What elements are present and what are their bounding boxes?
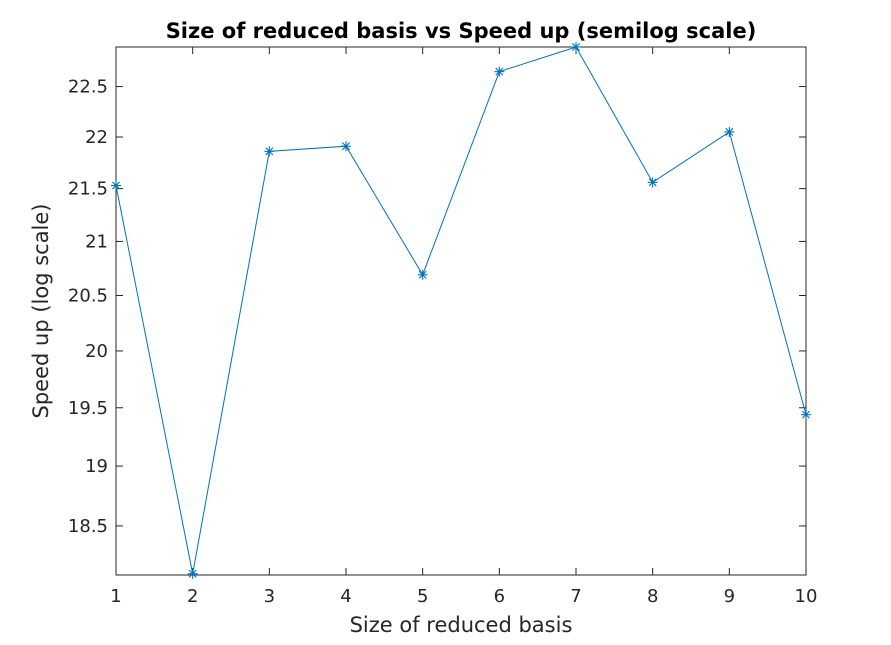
y-tick-label: 20 (85, 341, 108, 362)
marker-stroke (112, 181, 120, 190)
marker-stroke (802, 410, 810, 419)
x-tick-label: 10 (795, 586, 818, 607)
x-tick-label: 7 (570, 586, 581, 607)
series-layer (111, 42, 811, 579)
y-tick-label: 22.5 (68, 77, 108, 98)
y-tick-label: 22 (85, 127, 108, 148)
x-tick-label: 8 (647, 586, 658, 607)
chart-title: Size of reduced basis vs Speed up (semil… (166, 19, 757, 43)
marker-stroke (572, 43, 580, 51)
data-point (341, 141, 351, 152)
y-tick-label: 18.5 (68, 516, 108, 537)
x-tick-label: 9 (724, 586, 735, 607)
y-tick-label: 21.5 (68, 179, 108, 200)
marker-stroke (495, 67, 504, 76)
x-tick-label: 3 (264, 586, 275, 607)
x-tick-label: 1 (110, 586, 121, 607)
x-axis-label: Size of reduced basis (350, 613, 573, 637)
marker-stroke (188, 569, 197, 578)
marker-stroke (725, 127, 734, 136)
marker-stroke (418, 270, 427, 279)
x-tick-label: 6 (494, 586, 505, 607)
y-tick-label: 19.5 (68, 398, 108, 419)
x-tick-label: 5 (417, 586, 428, 607)
data-point (494, 66, 505, 77)
data-point (264, 146, 275, 157)
data-point (724, 126, 735, 137)
y-tick-label: 19 (85, 456, 108, 477)
x-tick-label: 2 (187, 586, 198, 607)
plot-axes: 1 2 3 4 5 6 7 8 9 10 18.5 19 19.5 20 20.5 21 21.5 22 22.5 (68, 46, 818, 607)
marker-stroke (342, 142, 350, 151)
data-point (187, 568, 198, 579)
marker-stroke (265, 147, 274, 156)
series-line (115, 46, 807, 574)
y-tick-label: 21 (85, 231, 108, 252)
y-axis-label: Speed up (log scale) (29, 203, 53, 418)
data-point (647, 177, 658, 188)
marker-stroke (648, 178, 657, 187)
plot-box (115, 46, 807, 576)
data-point (111, 180, 121, 191)
data-point (417, 269, 428, 280)
y-tick-label: 20.5 (68, 286, 108, 307)
data-point (571, 42, 581, 52)
x-tick-label: 4 (340, 586, 351, 607)
data-point (801, 409, 811, 420)
